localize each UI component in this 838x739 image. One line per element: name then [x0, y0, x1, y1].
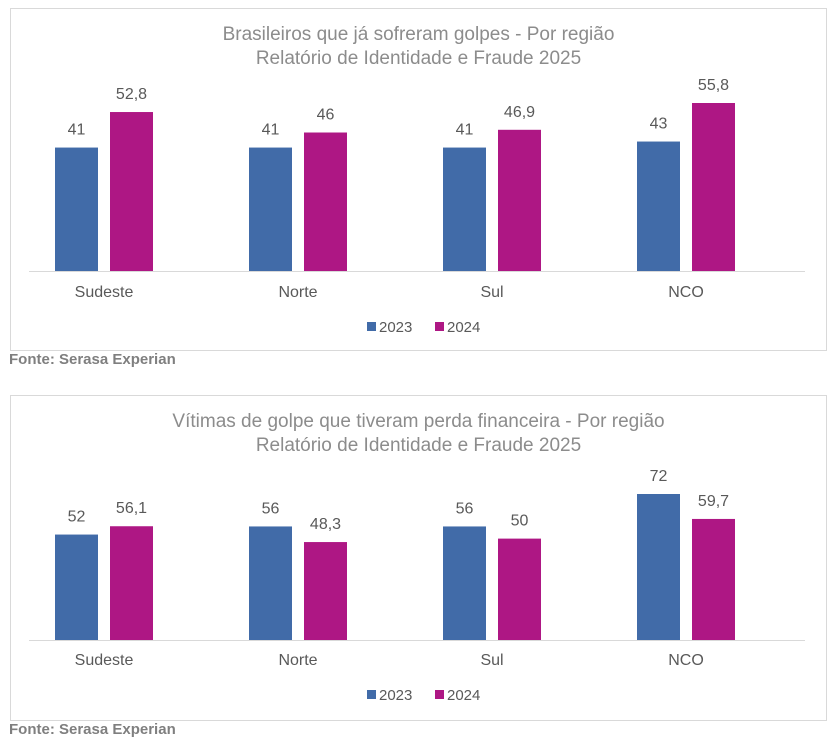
category-label: Sul: [480, 284, 503, 301]
data-label: 56: [456, 500, 474, 517]
bar-2024-nco: [692, 103, 735, 271]
legend-swatch-2024: [435, 322, 444, 331]
legend-swatch-2023: [367, 690, 376, 699]
legend-swatch-2024: [435, 690, 444, 699]
bar-2024-norte: [304, 542, 347, 640]
chart-panel-golpes: Brasileiros que já sofreram golpes - Por…: [10, 8, 827, 351]
data-label: 46,9: [504, 104, 535, 121]
source-note: Fonte: Serasa Experian: [9, 721, 176, 738]
category-label: Norte: [278, 652, 317, 669]
bar-2023-sudeste: [55, 147, 98, 271]
data-label: 43: [650, 116, 668, 133]
bar-2024-sul: [498, 129, 541, 271]
category-label: Sul: [480, 652, 503, 669]
chart-panel-perda-financeira: Vítimas de golpe que tiveram perda finan…: [10, 395, 827, 721]
bar-2023-sul: [443, 147, 486, 271]
data-label: 41: [262, 122, 280, 139]
data-label: 48,3: [310, 516, 341, 533]
category-label: Sudeste: [75, 652, 134, 669]
chart-subtitle: Relatório de Identidade e Fraude 2025: [256, 435, 581, 456]
data-label: 55,8: [698, 77, 729, 94]
bar-2023-nco: [637, 494, 680, 640]
legend-label-2023: 2023: [379, 687, 412, 704]
bar-2023-nco: [637, 141, 680, 271]
category-label: NCO: [668, 284, 704, 301]
legend-swatch-2023: [367, 322, 376, 331]
chart-title: Vítimas de golpe que tiveram perda finan…: [172, 411, 664, 432]
bar-2024-sudeste: [110, 112, 153, 271]
bar-2024-sudeste: [110, 526, 153, 640]
data-label: 46: [317, 107, 335, 124]
data-label: 72: [650, 468, 668, 485]
chart-perda-financeira-por-regiao: Vítimas de golpe que tiveram perda finan…: [29, 411, 805, 704]
source-note: Fonte: Serasa Experian: [9, 351, 176, 368]
legend-label-2024: 2024: [447, 319, 480, 336]
bar-2024-nco: [692, 518, 735, 640]
bar-2023-norte: [249, 526, 292, 640]
category-label: Sudeste: [75, 284, 134, 301]
category-label: Norte: [278, 284, 317, 301]
data-label: 50: [511, 513, 529, 530]
category-label: NCO: [668, 652, 704, 669]
bar-2023-sul: [443, 526, 486, 640]
bar-2024-norte: [304, 132, 347, 271]
bar-2023-sudeste: [55, 534, 98, 640]
chart-subtitle: Relatório de Identidade e Fraude 2025: [256, 48, 581, 69]
data-label: 52,8: [116, 86, 147, 103]
chart-golpes-por-regiao: Brasileiros que já sofreram golpes - Por…: [29, 24, 805, 336]
legend-label-2024: 2024: [447, 687, 480, 704]
data-label: 41: [68, 122, 86, 139]
bar-2024-sul: [498, 538, 541, 640]
chart-title: Brasileiros que já sofreram golpes - Por…: [223, 24, 615, 45]
bar-2023-norte: [249, 147, 292, 271]
data-label: 56: [262, 500, 280, 517]
data-label: 52: [68, 509, 86, 526]
legend-label-2023: 2023: [379, 319, 412, 336]
data-label: 59,7: [698, 493, 729, 510]
data-label: 41: [456, 122, 474, 139]
data-label: 56,1: [116, 500, 147, 517]
